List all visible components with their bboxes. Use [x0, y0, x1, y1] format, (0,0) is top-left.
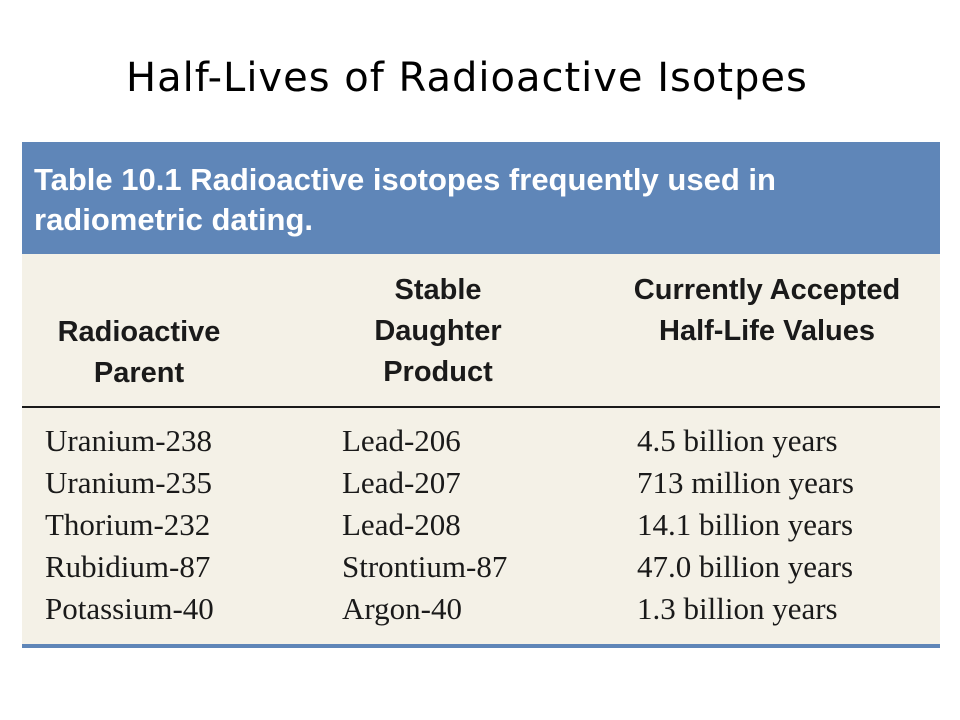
cell-parent: Uranium-235: [45, 465, 213, 500]
table-row: Uranium-235 Lead-207 713 million years: [22, 462, 940, 504]
table-body: Uranium-238 Lead-206 4.5 billion years U…: [22, 420, 940, 630]
slide-title: Half-Lives of Radioactive Isotpes: [126, 55, 808, 101]
cell-daughter: Lead-207: [342, 465, 461, 500]
table-caption-bar: Table 10.1 Radioactive isotopes frequent…: [22, 142, 940, 254]
cell-half-life: 47.0 billion years: [637, 549, 854, 584]
cell-parent: Thorium-232: [45, 507, 211, 542]
isotope-table: Table 10.1 Radioactive isotopes frequent…: [22, 142, 940, 648]
table-row: Potassium-40 Argon-40 1.3 billion years: [22, 588, 940, 630]
table-caption: Table 10.1 Radioactive isotopes frequent…: [34, 162, 776, 237]
column-header-daughter: Stable Daughter Product: [374, 274, 502, 388]
cell-half-life: 1.3 billion years: [637, 591, 838, 626]
cell-daughter: Strontium-87: [342, 549, 508, 584]
table-row: Uranium-238 Lead-206 4.5 billion years: [22, 420, 940, 462]
cell-half-life: 713 million years: [637, 465, 854, 500]
cell-parent: Rubidium-87: [45, 549, 211, 584]
cell-daughter: Lead-208: [342, 507, 461, 542]
column-header-parent: Radioactive Parent: [57, 316, 221, 389]
cell-parent: Potassium-40: [45, 591, 214, 626]
column-header-half-life: Currently Accepted Half-Life Values: [633, 274, 901, 347]
cell-half-life: 14.1 billion years: [637, 507, 854, 542]
table-row: Thorium-232 Lead-208 14.1 billion years: [22, 504, 940, 546]
table-header-row: Radioactive Parent Stable Daughter Produ…: [22, 254, 940, 408]
cell-daughter: Lead-206: [342, 423, 461, 458]
cell-daughter: Argon-40: [342, 591, 462, 626]
cell-parent: Uranium-238: [45, 423, 213, 458]
cell-half-life: 4.5 billion years: [637, 423, 838, 458]
table-row: Rubidium-87 Strontium-87 47.0 billion ye…: [22, 546, 940, 588]
